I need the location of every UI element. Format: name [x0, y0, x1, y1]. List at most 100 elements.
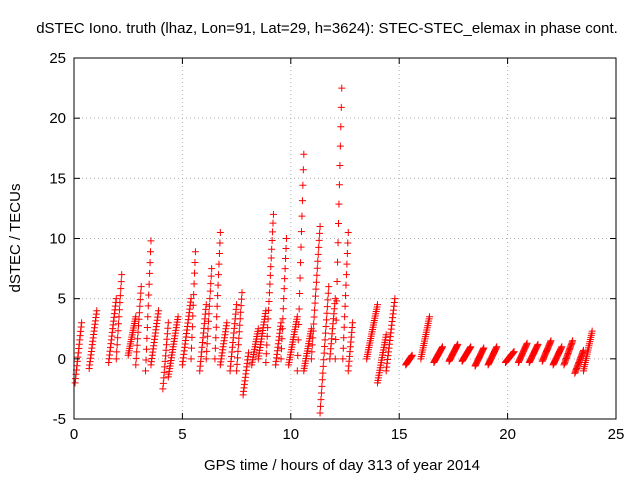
data-point	[340, 334, 348, 342]
data-point	[317, 396, 325, 404]
data-point	[236, 315, 244, 323]
data-point	[234, 354, 242, 362]
y-tick-label: -5	[53, 411, 66, 428]
data-point	[408, 351, 416, 359]
data-point	[115, 313, 123, 321]
data-point	[205, 302, 213, 310]
data-point	[266, 280, 274, 288]
data-point	[190, 291, 198, 299]
data-point	[202, 355, 210, 363]
data-point	[374, 301, 382, 309]
data-point	[145, 280, 153, 288]
data-point	[317, 402, 325, 410]
data-point	[316, 222, 324, 230]
data-point	[213, 313, 221, 321]
data-point	[267, 263, 275, 271]
data-point	[237, 302, 245, 310]
x-tick-label: 25	[608, 426, 625, 443]
data-point	[144, 313, 152, 321]
data-point	[132, 354, 140, 362]
data-point	[510, 348, 518, 356]
data-point	[142, 345, 150, 353]
data-point	[339, 355, 347, 363]
data-point	[174, 313, 182, 321]
data-point	[297, 228, 305, 236]
data-point	[523, 339, 531, 347]
data-point	[189, 301, 197, 309]
data-point	[334, 219, 342, 227]
data-point	[569, 337, 577, 345]
data-point	[144, 302, 152, 310]
data-point	[268, 245, 276, 253]
data-point	[277, 345, 285, 353]
data-point	[309, 334, 317, 342]
data-point	[277, 319, 285, 327]
satellite-arc	[262, 210, 277, 366]
x-axis-label: GPS time / hours of day 313 of year 2014	[204, 457, 480, 474]
data-points	[71, 84, 596, 417]
data-point	[203, 340, 211, 348]
data-point	[312, 285, 320, 293]
data-point	[238, 289, 246, 297]
data-point	[382, 331, 390, 339]
data-point	[294, 351, 302, 359]
data-point	[215, 250, 223, 258]
data-point	[142, 356, 150, 364]
data-point	[294, 336, 302, 344]
data-point	[114, 334, 122, 342]
satellite-arc	[196, 301, 210, 375]
data-point	[314, 257, 322, 265]
y-tick-label: 0	[58, 351, 66, 368]
data-point	[333, 297, 341, 305]
data-point	[337, 103, 345, 111]
satellite-arc	[132, 283, 145, 369]
data-point	[267, 254, 275, 262]
data-point	[238, 295, 246, 303]
satellite-arc	[112, 271, 126, 363]
satellite-arc	[159, 319, 172, 393]
data-point	[281, 275, 289, 283]
data-point	[115, 306, 123, 314]
data-point	[349, 319, 357, 327]
data-point	[211, 355, 219, 363]
satellite-arc	[147, 307, 163, 369]
data-point	[254, 325, 262, 333]
data-point	[245, 349, 253, 357]
data-point	[342, 281, 350, 289]
satellite-arc	[417, 313, 434, 363]
data-point	[215, 271, 223, 279]
data-point	[311, 306, 319, 314]
data-point	[164, 319, 172, 327]
satellite-arc	[430, 343, 447, 366]
data-point	[269, 219, 277, 227]
data-point	[268, 237, 276, 245]
data-point	[234, 347, 242, 355]
data-point	[188, 344, 196, 352]
data-point	[143, 324, 151, 332]
satellite-arc	[164, 313, 182, 381]
data-point	[313, 264, 321, 272]
data-point	[296, 274, 304, 282]
y-tick-label: 15	[49, 170, 66, 187]
data-point	[202, 301, 210, 309]
data-point	[115, 320, 123, 328]
satellite-arc	[579, 327, 596, 375]
data-point	[187, 295, 195, 303]
data-point	[237, 308, 245, 316]
satellite-arc	[307, 222, 324, 363]
data-point	[236, 321, 244, 329]
data-point	[322, 323, 330, 331]
data-point	[300, 150, 308, 158]
data-point	[296, 290, 304, 298]
data-point	[188, 333, 196, 341]
data-point	[293, 313, 301, 321]
data-point	[321, 336, 329, 344]
satellite-arc	[501, 348, 518, 366]
data-point	[317, 389, 325, 397]
data-point	[265, 306, 273, 314]
data-point	[439, 343, 447, 351]
data-point	[133, 341, 141, 349]
data-point	[334, 239, 342, 247]
